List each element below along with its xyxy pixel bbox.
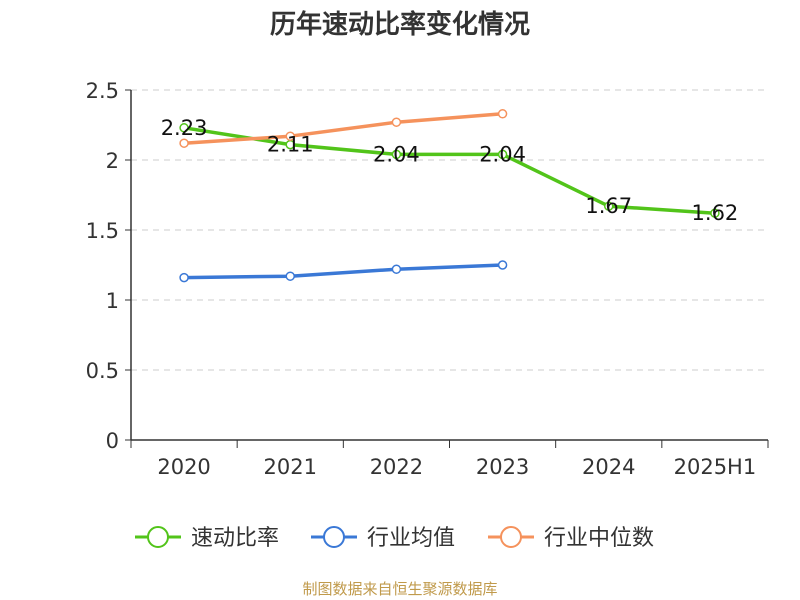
source-note: 制图数据来自恒生聚源数据库	[302, 580, 498, 598]
legend-item[interactable]: 行业均值	[311, 526, 455, 551]
x-tick-label: 2023	[476, 455, 529, 479]
y-tick-label: 0.5	[86, 359, 119, 383]
legend-label: 行业均值	[367, 526, 455, 551]
data-point	[285, 271, 295, 281]
data-label: 1.67	[585, 194, 632, 218]
data-label: 2.11	[267, 133, 314, 157]
y-tick-label: 2.5	[86, 79, 119, 103]
y-tick-label: 0	[106, 429, 119, 453]
series-line	[184, 263, 503, 280]
legend-label: 行业中位数	[544, 526, 654, 551]
axes: 0 0.5 1 1.5 2 2.5 2020 2021 2022 2023 2024 2025H1	[86, 79, 769, 479]
data-point	[497, 109, 508, 119]
legend-item[interactable]: 速动比率	[135, 526, 279, 551]
series-line	[183, 126, 716, 215]
data-label: 2.04	[479, 142, 526, 166]
legend-label: 速动比率	[191, 526, 279, 551]
x-tick-label: 2025H1	[674, 455, 757, 479]
x-tick-label: 2021	[264, 455, 317, 479]
legend-marker	[147, 526, 169, 548]
data-label: 2.23	[161, 116, 208, 140]
data-point	[497, 260, 508, 270]
data-point	[285, 131, 295, 141]
y-tick-label: 1.5	[86, 219, 119, 243]
data-point	[179, 123, 189, 133]
data-label: 1.62	[692, 201, 739, 225]
x-tick-label: 2022	[370, 455, 423, 479]
legend[interactable]: 速动比率 行业均值 行业中位数	[135, 526, 654, 551]
y-tick-label: 1	[106, 289, 119, 313]
chart-title: 历年速动比率变化情况	[269, 10, 530, 40]
data-point	[604, 201, 614, 211]
data-point	[179, 138, 189, 148]
grid-lines	[131, 89, 768, 371]
x-tick-label: 2024	[582, 455, 635, 479]
data-point	[391, 264, 402, 274]
legend-marker	[500, 526, 522, 548]
legend-item[interactable]: 行业中位数	[488, 526, 654, 551]
y-tick-label: 2	[106, 149, 119, 173]
series-line	[183, 112, 503, 145]
series-lines	[179, 109, 720, 283]
data-point	[710, 208, 720, 218]
data-label: 2.04	[373, 142, 420, 166]
data-point	[179, 272, 189, 283]
legend-marker	[323, 526, 345, 548]
data-point	[497, 149, 508, 160]
x-tick-label: 2020	[157, 455, 210, 479]
data-labels: 2.23 2.11 2.04 2.04 1.67 1.62	[161, 116, 739, 225]
data-point	[391, 149, 402, 160]
data-point	[391, 117, 402, 127]
